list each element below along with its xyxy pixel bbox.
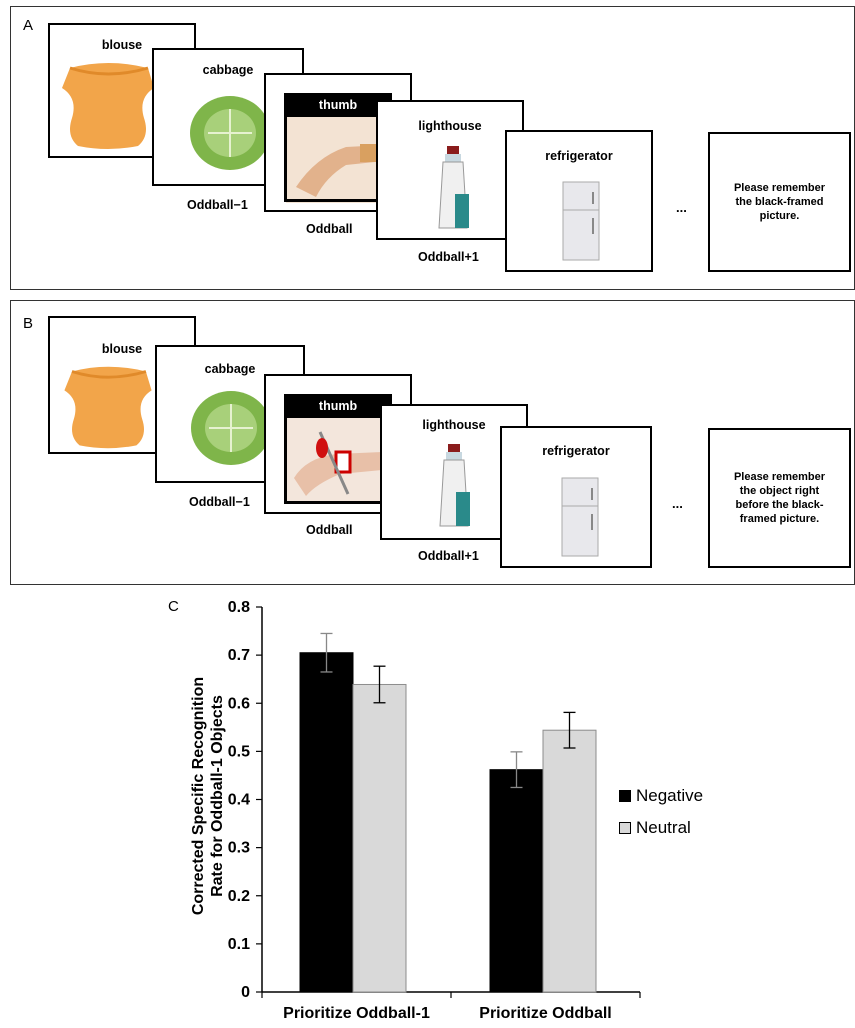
stimulus-card-lighthouse: lighthouse [376, 100, 524, 240]
card-word: blouse [101, 38, 143, 52]
legend-label-negative: Negative [636, 786, 704, 805]
instruction-text-a: Please remember the black-framed picture… [733, 182, 826, 222]
instruction-card-b: Please remember the object right before … [708, 428, 851, 568]
y-tick-label: 0 [241, 984, 250, 1001]
blouse-image [64, 366, 152, 449]
legend-swatch-neutral [619, 822, 631, 834]
card-word: blouse [101, 342, 143, 356]
blouse-image [62, 63, 154, 149]
stage-label-oddball-minus-1: Oddball−1 [189, 495, 250, 509]
bar-negative [489, 769, 544, 993]
panel-a-letter: A [23, 17, 34, 34]
stage-label-oddball-plus-1: Oddball+1 [418, 549, 479, 563]
legend-item-neutral: Neutral [619, 818, 691, 838]
lighthouse-image [438, 146, 469, 229]
refrigerator-image [562, 181, 600, 261]
sequence-ellipsis: ... [672, 496, 683, 511]
bar-neutral [352, 683, 407, 993]
legend-swatch-negative [619, 790, 631, 802]
y-tick-label: 0.5 [228, 743, 250, 760]
y-tick-label: 0.4 [228, 792, 250, 809]
stage-label-oddball-plus-1: Oddball+1 [418, 250, 479, 264]
card-word: refrigerator [545, 149, 613, 163]
stage-label-oddball: Oddball [306, 222, 353, 236]
cabbage-image [190, 96, 270, 170]
y-tick-label: 0.2 [228, 888, 250, 905]
lighthouse-image [439, 444, 470, 527]
x-category-label: Prioritize Oddball [479, 1005, 611, 1022]
y-tick-label: 0.3 [228, 840, 250, 857]
sequence-ellipsis: ... [676, 200, 687, 215]
y-tick-label: 0.1 [228, 936, 250, 953]
oddball-black-frame-label: thumb [286, 93, 390, 117]
stimulus-card-blouse: blouse [48, 23, 196, 158]
thumb-image [286, 418, 392, 504]
panel-c-letter: C [168, 598, 179, 615]
card-word: lighthouse [418, 119, 482, 133]
stage-label-oddball-minus-1: Oddball−1 [187, 198, 248, 212]
oddball-black-frame-label: thumb [286, 394, 390, 418]
cabbage-image [191, 391, 271, 465]
card-word: refrigerator [542, 444, 610, 458]
refrigerator-image [561, 477, 599, 557]
instruction-card-a: Please remember the black-framed picture… [708, 132, 851, 272]
y-tick-label: 0.6 [228, 695, 250, 712]
legend-label-neutral: Neutral [636, 818, 691, 837]
bar-neutral [542, 729, 597, 993]
stage-label-oddball: Oddball [306, 523, 353, 537]
thumb-image [286, 117, 392, 203]
stimulus-card-refrigerator: refrigerator [500, 426, 652, 568]
panel-b-letter: B [23, 315, 34, 332]
instruction-text-b: Please remember the object right before … [733, 471, 826, 525]
y-tick-label: 0.7 [228, 647, 250, 664]
legend-item-negative: Negative [619, 786, 703, 806]
card-word: cabbage [202, 63, 254, 77]
card-word: cabbage [204, 362, 256, 376]
card-word: lighthouse [422, 418, 486, 432]
y-tick-label: 0.8 [228, 599, 250, 616]
stimulus-card-refrigerator: refrigerator [505, 130, 653, 272]
x-category-label: Prioritize Oddball-1 [283, 1005, 430, 1022]
bar-negative [299, 652, 354, 993]
